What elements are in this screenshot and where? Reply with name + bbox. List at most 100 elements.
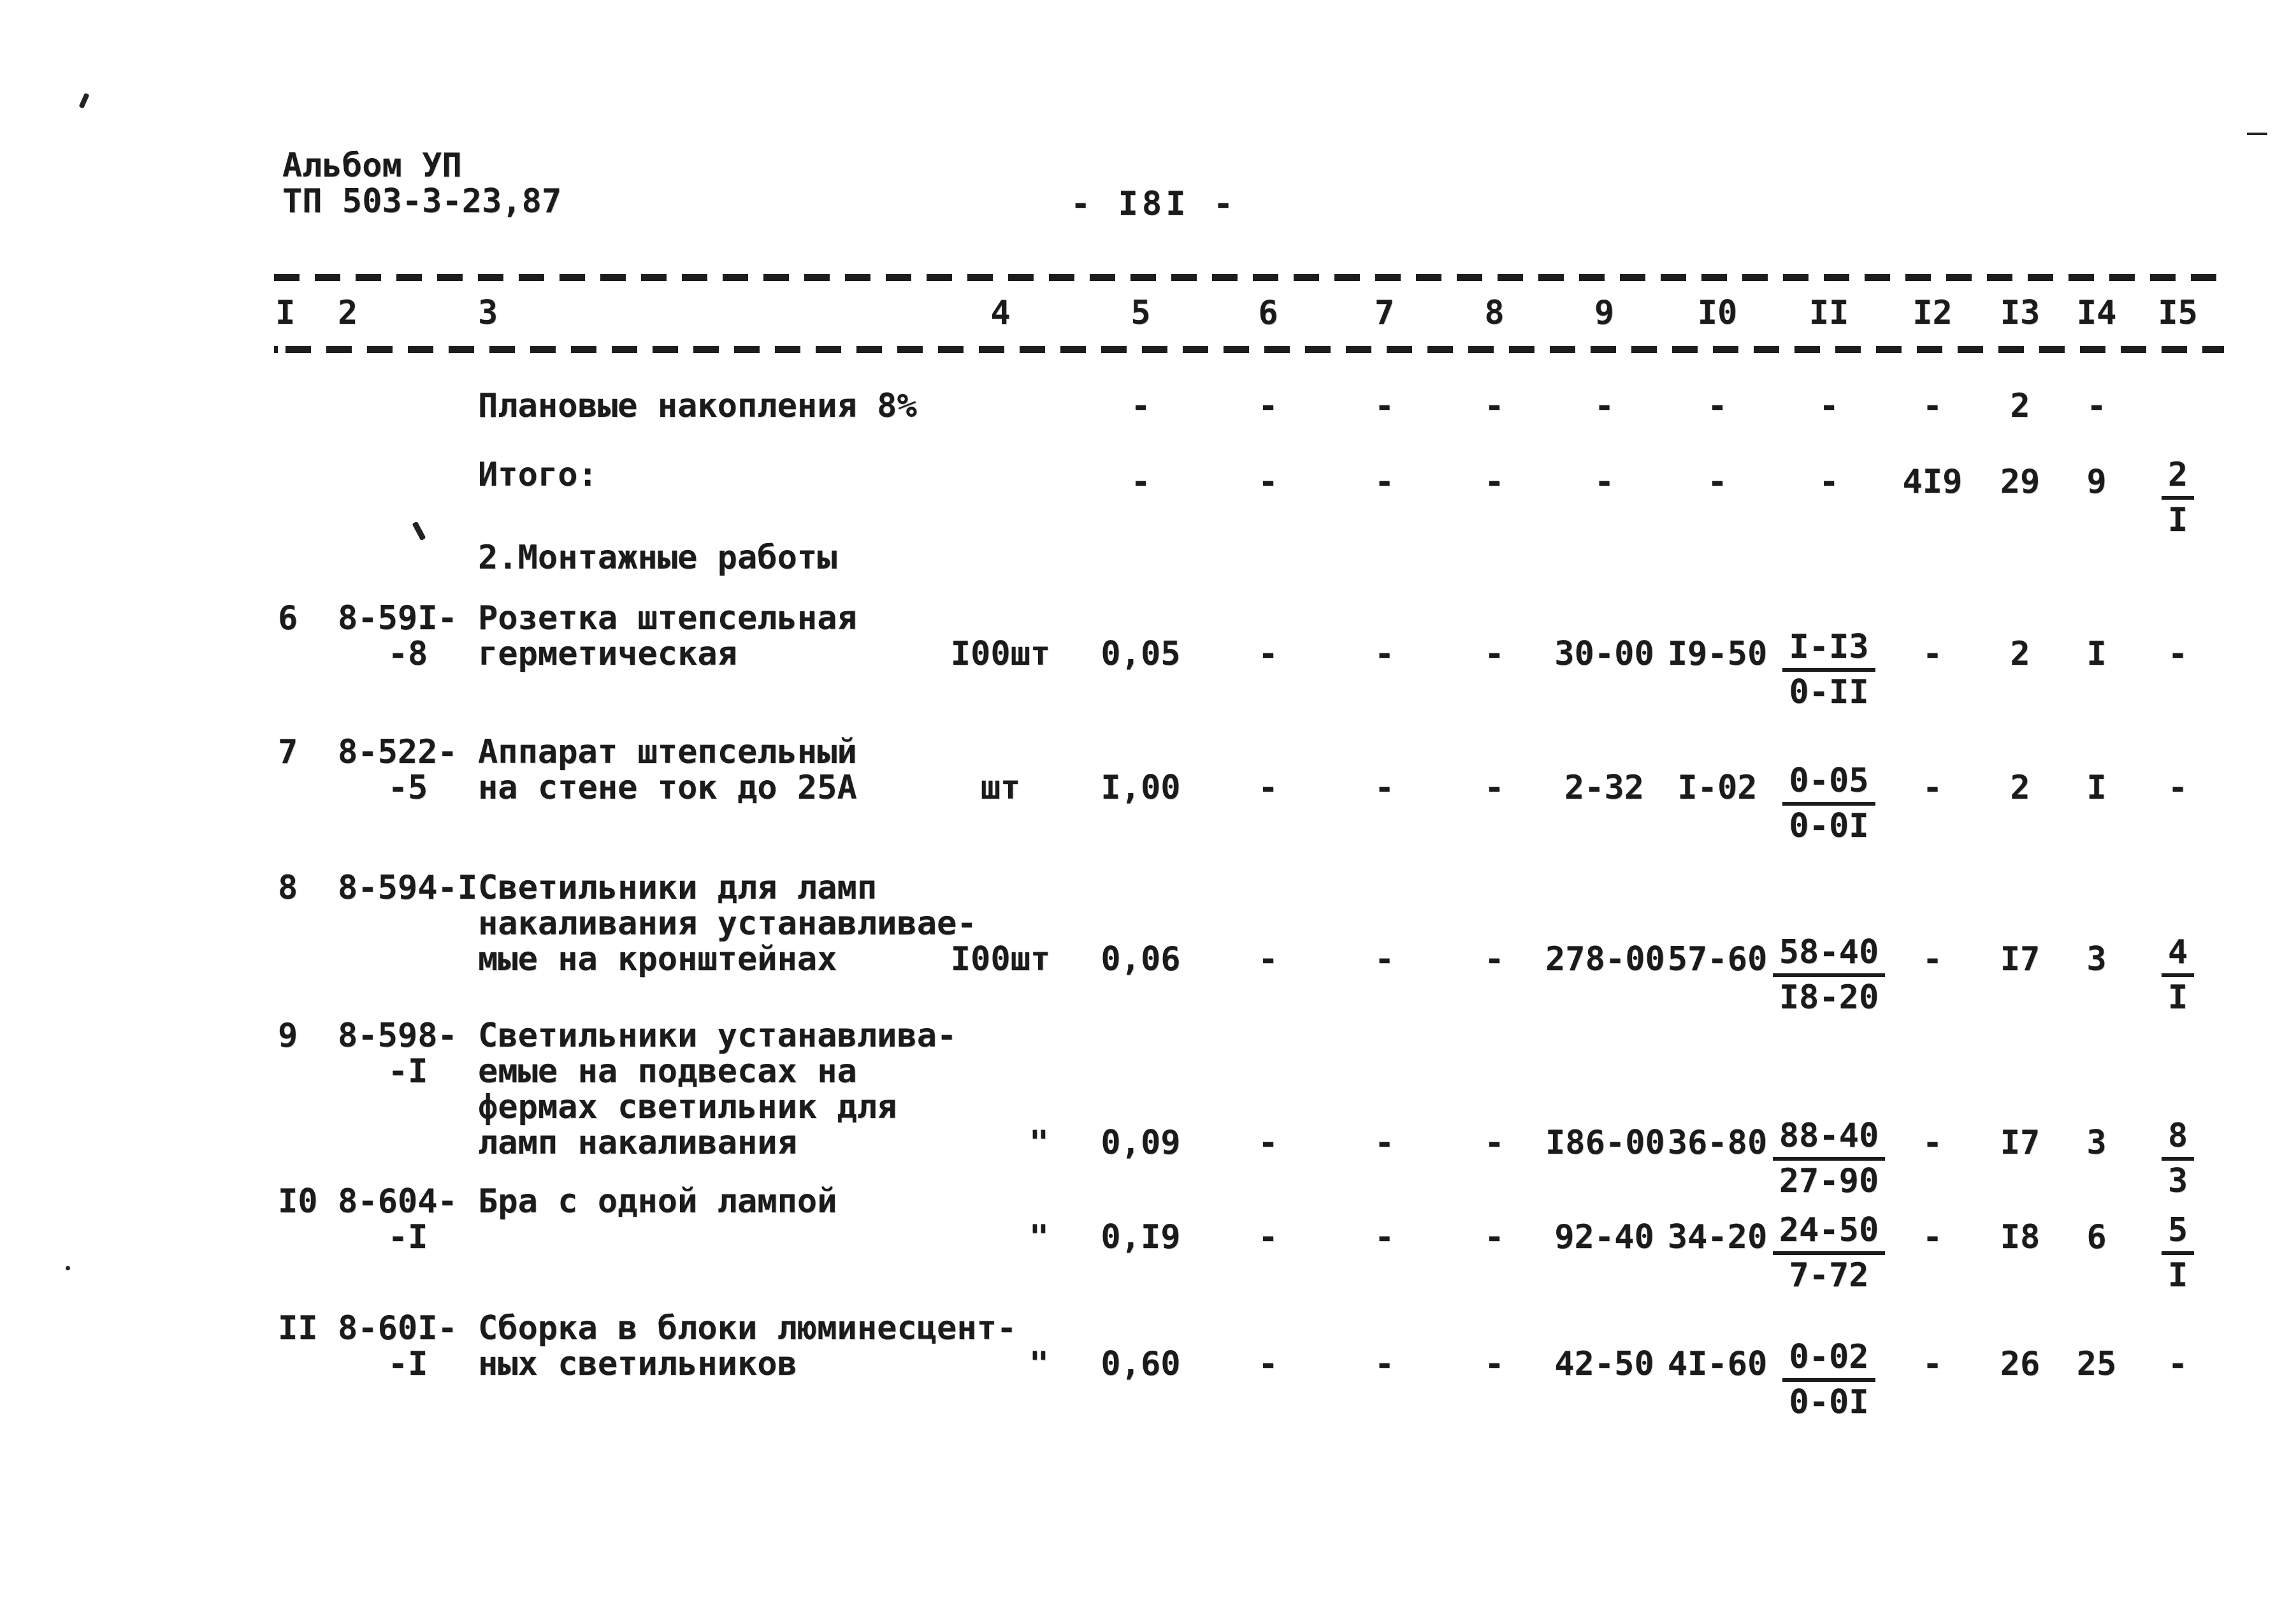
cell-c5: 0,60 <box>1101 1345 1181 1383</box>
cell-c14: 6 <box>2086 1218 2107 1256</box>
cell-c8: - <box>1484 387 1505 425</box>
cell-c11: 24-50 7-72 <box>1772 1212 1886 1293</box>
text-line: -I <box>387 1345 428 1383</box>
cell-code: 8-594-I <box>338 870 478 906</box>
text-line: емые на подвесах на <box>478 1052 857 1091</box>
cell-c5: I,00 <box>1101 769 1181 807</box>
text-line: -5 <box>387 769 428 807</box>
table-row-summary: Плановые накопления 8% - - - - - - - - 2 - <box>274 388 2224 424</box>
cell-c7: - <box>1374 463 1395 501</box>
cell-c11: 88-40 27-90 <box>1772 1118 1886 1199</box>
column-number: I <box>275 294 296 332</box>
cell-name: Плановые накопления 8% <box>478 387 917 425</box>
cell-code: 8-59I- -8 <box>338 600 478 672</box>
cell-c5: 0,I9 <box>1101 1218 1181 1256</box>
cell-c13: 2 <box>2010 387 2030 425</box>
numerator: 4 <box>2161 934 2195 977</box>
text-line: Розетка штепсельная <box>478 599 857 637</box>
cell-name: 2.Монтажные работы <box>478 539 837 577</box>
cell-c6: - <box>1258 1218 1278 1256</box>
denominator: 27-90 <box>1779 1162 1879 1200</box>
text-line: ламп накаливания <box>478 1124 797 1162</box>
denominator: 7-72 <box>1789 1256 1869 1295</box>
cell-c6: - <box>1258 463 1278 501</box>
cell-c8: - <box>1484 1124 1505 1162</box>
text-line: 8-604- <box>338 1182 458 1221</box>
cell-unit: " <box>1029 1124 1049 1162</box>
cell-c12: - <box>1922 635 1943 673</box>
cell-c10: - <box>1707 387 1728 425</box>
cell-unit: I00шт <box>950 635 1051 673</box>
text-line: Аппарат штепсельный <box>478 733 857 771</box>
cell-c12: - <box>1922 769 1943 807</box>
cell-no: 6 <box>278 599 298 637</box>
text-line: герметическая <box>478 635 737 673</box>
scan-artifact <box>66 1266 70 1270</box>
cell-c6: - <box>1258 1124 1278 1162</box>
numerator: I-I3 <box>1782 629 1875 672</box>
text-line: ных светильников <box>478 1345 797 1383</box>
column-number: 9 <box>1594 294 1615 332</box>
numerator: 58-40 <box>1772 934 1886 977</box>
text-line: -I <box>387 1218 428 1256</box>
cell-c5: 0,06 <box>1101 940 1181 978</box>
table-row: 7 8-522- -5 Аппарат штепсельный на стене ток… <box>274 733 2224 844</box>
column-number: 2 <box>338 294 358 332</box>
cell-name: Светильники устанавлива-емые на подвесах… <box>478 1018 957 1162</box>
cell-c7: - <box>1374 635 1395 673</box>
table-row: 6 8-59I- -8 Розетка штепсельная герметическа… <box>274 599 2224 710</box>
cell-c10: - <box>1707 463 1728 501</box>
text-line: -8 <box>387 635 428 673</box>
cell-c7: - <box>1374 1218 1395 1256</box>
cell-c13: 2 <box>2010 769 2030 807</box>
cell-code: 8-598- -I <box>338 1018 478 1089</box>
text-line: мые на кронштейнах <box>478 940 837 978</box>
column-number: 3 <box>478 294 498 332</box>
cell-c8: - <box>1484 1218 1505 1256</box>
cell-unit: " <box>1029 1345 1049 1383</box>
denominator: I <box>2167 501 2188 539</box>
cell-c5: - <box>1130 387 1151 425</box>
cell-no: 9 <box>278 1017 298 1055</box>
cell-c7: - <box>1374 387 1395 425</box>
cell-c11: 58-40 I8-20 <box>1772 934 1886 1015</box>
cell-c13: 26 <box>2000 1345 2040 1383</box>
text-line: Сборка в блоки люминесцент- <box>478 1309 1017 1347</box>
numerator: 88-40 <box>1772 1118 1886 1161</box>
cell-c13: I7 <box>2000 940 2040 978</box>
cell-no: 8 <box>278 869 298 907</box>
cell-name: Итого: <box>478 456 598 494</box>
cell-c10: I9-50 <box>1667 635 1768 673</box>
numerator: 2 <box>2161 457 2195 500</box>
cell-no: I0 <box>278 1182 318 1221</box>
table-row-summary: Итого: - - - - - - - 4I9 29 9 2 I <box>274 456 2224 538</box>
text-line: на стене ток до 25А <box>478 769 857 807</box>
text-line: фермах светильник для <box>478 1088 897 1126</box>
column-number: I4 <box>2076 294 2117 332</box>
cell-c10: 57-60 <box>1667 940 1768 978</box>
document-code: ТП 503-3-23,87 <box>282 182 562 221</box>
cell-c9: 2-32 <box>1564 769 1645 807</box>
cell-c15: - <box>2167 635 2188 673</box>
denominator: 0-0I <box>1789 807 1869 845</box>
numerator: 0-02 <box>1782 1339 1875 1382</box>
numerator: 5 <box>2161 1212 2195 1255</box>
cell-c5: 0,09 <box>1101 1124 1181 1162</box>
cell-c12: - <box>1922 1124 1943 1162</box>
cell-c13: 2 <box>2010 635 2030 673</box>
cell-c7: - <box>1374 1345 1395 1383</box>
dashed-rule-bottom <box>274 346 2224 353</box>
column-numbers-row: I 2 3 4 5 6 7 8 9 I0 II I2 I3 I4 I5 <box>274 295 2224 331</box>
cell-name: Бра с одной лампой <box>478 1184 930 1219</box>
denominator: I <box>2167 978 2188 1017</box>
column-number: I3 <box>2000 294 2040 332</box>
text-line: 8-598- <box>338 1017 458 1055</box>
